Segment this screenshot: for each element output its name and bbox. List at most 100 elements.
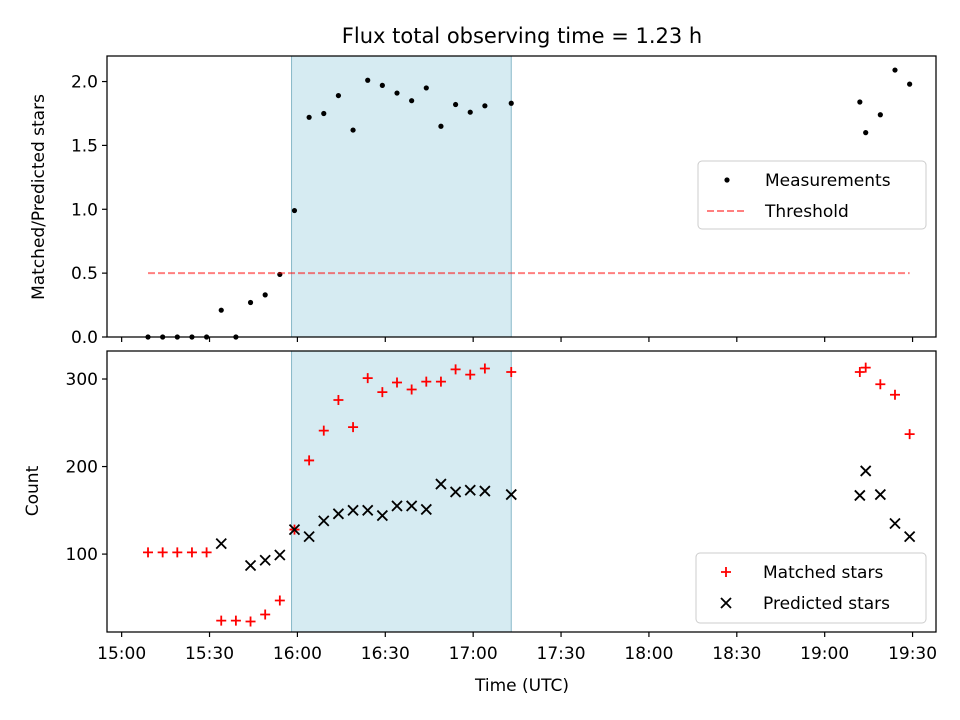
measurements-point [321,110,327,117]
measurements-point [863,130,869,136]
predicted-stars-point [435,478,447,490]
matched-stars-point [333,395,344,406]
measurements-point [379,82,385,88]
predicted-stars-point [854,489,866,502]
matched-stars-point [435,376,446,387]
figure-title: Flux total observing time = 1.23 h [342,24,702,48]
predicted-stars-point [420,503,432,516]
matched-stars-point [186,547,197,558]
count-highlight-span [291,350,512,633]
predicted-stars-point [860,465,872,477]
x-tick-label: 17:30 [537,644,586,664]
measurements-point [291,207,298,214]
predicted-stars-point [376,509,388,522]
measurements-point [247,299,254,306]
predicted-stars-point [874,488,886,501]
count-legend-box [695,552,927,624]
measurements-point [350,127,356,133]
count-x-ticks: 15:00 15:30 16:00 16:30 17:00 17:30 18:00 18:30… [97,632,937,664]
x-tick-label: 16:30 [361,644,410,664]
matched-stars-point [157,547,168,558]
measurements-point [423,85,429,91]
legend-label-threshold: Threshold [764,202,849,222]
count-y-axis-label: Count [23,465,43,516]
predicted-stars-point [274,549,286,561]
matched-stars-point [201,547,212,558]
matched-stars-point [230,615,241,626]
predicted-stars-point [215,537,227,550]
measurements-point [218,307,224,313]
matched-stars-point [245,616,256,627]
matched-stars-point [860,362,871,373]
matched-stars-point [465,369,476,380]
legend-marker-predicted-stars [720,597,732,609]
ratio-x-ticks [121,337,914,342]
measurements-point [482,103,488,109]
legend-label-measurements: Measurements [765,171,891,191]
matched-stars-point [421,376,432,387]
measurements-point [467,109,473,115]
measurements-point [409,98,415,104]
ratio-plot-frame [106,55,937,338]
matched-stars-point [274,595,285,606]
matched-stars-point [506,367,517,378]
predicted-stars-point [244,559,257,572]
measurements-point [335,92,342,99]
predicted-stars-point [449,486,462,498]
predicted-stars-point [332,508,345,520]
matched-stars-point [889,389,900,400]
matched-stars-point [260,609,271,620]
matched-stars-point [348,422,359,433]
count-y-tick-label: 100 [66,545,98,565]
measurements-point [857,99,863,105]
x-axis-label: Time (UTC) [474,676,569,696]
measurements-point [892,67,898,73]
measurements-point [508,100,514,106]
measurements-point [438,123,444,129]
matched-stars-point [392,377,403,388]
count-y-tick-label: 300 [66,370,98,390]
measurements-point [907,81,913,87]
predicted-stars-point [362,504,374,516]
ratio-legend: Measurements Threshold [697,160,927,230]
ratio-legend-box [697,160,927,230]
predicted-stars-point [505,488,517,501]
predicted-stars-point [259,554,271,566]
predicted-stars-point [406,500,418,512]
x-tick-label: 17:00 [449,644,498,664]
measurements-point [452,101,459,108]
ratio-y-tick-label: 0.5 [71,264,98,284]
ratio-y-tick-label: 1.5 [71,136,98,156]
matched-stars-point [904,429,915,440]
matched-stars-point [172,547,183,558]
predicted-stars-point [889,517,901,530]
predicted-stars-point [479,485,491,497]
matched-stars-point [216,615,227,626]
matched-stars-point [362,373,373,384]
predicted-stars-point [318,515,330,527]
matched-stars-point [304,455,315,466]
ratio-y-axis-label: Matched/Predicted stars [29,94,49,300]
ratio-y-ticks: 0.0 0.5 1.0 1.5 2.0 [71,73,107,348]
measurements-point [365,77,371,83]
x-tick-label: 19:30 [888,644,937,664]
predicted-stars-point [903,530,916,543]
predicted-stars-point [303,530,315,543]
matched-stars-point [854,367,865,378]
matched-stars-point [450,364,461,375]
matched-stars-point [875,379,886,390]
x-tick-label: 18:30 [712,644,761,664]
count-plot-frame [106,350,937,633]
matched-stars-point [377,387,388,398]
ratio-panel: 0.00.51.01.52.0 Matched/Predicted stars … [29,55,937,348]
predicted-stars-point [464,484,476,496]
x-tick-label: 18:00 [624,644,673,664]
predicted-stars-point [288,523,301,536]
measurements-point [394,90,400,96]
x-tick-label: 15:00 [97,644,146,664]
matched-stars-point [479,363,490,374]
count-y-tick-label: 200 [66,458,98,478]
matched-stars-point [318,425,329,436]
x-tick-label: 15:30 [185,644,234,664]
